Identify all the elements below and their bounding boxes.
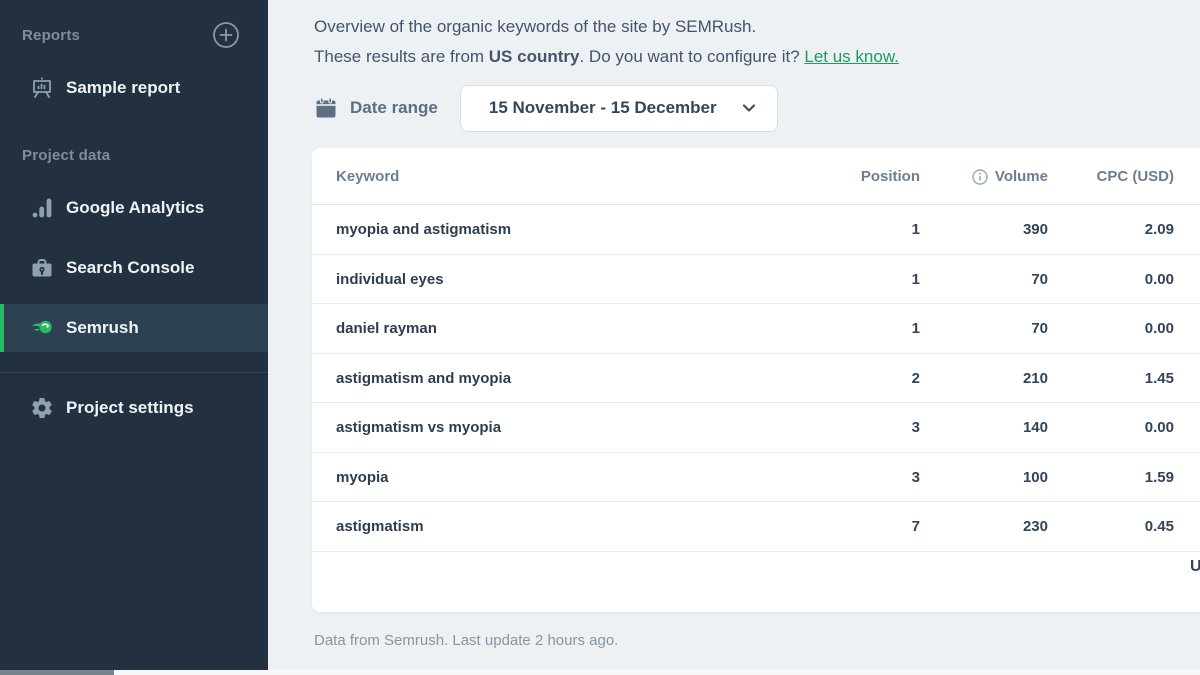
keyword-cell: astigmatism and myopia	[336, 369, 512, 387]
table-row[interactable]: astigmatism vs myopia 3 140 0.00	[312, 403, 1200, 453]
volume-cell: 70	[1031, 270, 1048, 288]
chevron-down-icon	[741, 100, 757, 116]
sidebar: Reports Sample report Project data	[0, 0, 272, 670]
keyword-cell: myopia and astigmatism	[336, 221, 512, 239]
intro-text: Overview of the organic keywords of the …	[314, 12, 899, 72]
position-cell: 3	[911, 419, 920, 437]
sidebar-item-search-console[interactable]: Search Console	[0, 244, 268, 292]
gear-icon	[30, 396, 54, 420]
column-header-volume: Volume	[958, 148, 1048, 205]
table-row[interactable]: daniel rayman 1 70 0.00	[312, 304, 1200, 354]
volume-cell: 210	[1022, 369, 1048, 387]
cpc-cell: 0.00	[1144, 270, 1174, 288]
position-cell: 3	[911, 468, 920, 486]
sidebar-item-label: Sample report	[66, 78, 181, 97]
toolbox-icon	[30, 256, 54, 280]
table-row[interactable]: myopia 3 100 1.59	[312, 453, 1200, 503]
truncated-text[interactable]: U	[1190, 558, 1200, 575]
position-cell: 1	[911, 221, 920, 239]
reports-section-label: Reports	[22, 26, 81, 44]
presentation-board-icon	[30, 76, 54, 100]
keyword-cell: astigmatism vs myopia	[336, 419, 502, 437]
table-row[interactable]: astigmatism and myopia 2 210 1.45	[312, 354, 1200, 404]
main-content: Overview of the organic keywords of the …	[268, 0, 1200, 670]
intro-line2: These results are from US country. Do yo…	[314, 47, 899, 66]
keyword-cell: individual eyes	[336, 270, 444, 288]
let-us-know-link[interactable]: Let us know.	[804, 47, 899, 66]
date-range-value: 15 November - 15 December	[488, 98, 717, 117]
sidebar-item-project-settings[interactable]: Project settings	[0, 384, 268, 432]
column-header-keyword: Keyword	[336, 168, 400, 185]
volume-cell: 100	[1022, 468, 1048, 486]
add-report-button[interactable]	[212, 21, 240, 49]
cpc-cell: 0.00	[1144, 419, 1174, 437]
plus-circle-icon	[213, 22, 239, 48]
info-icon[interactable]	[972, 168, 988, 185]
keyword-cell: daniel rayman	[336, 320, 437, 338]
sidebar-item-label: Google Analytics	[66, 198, 205, 217]
keywords-table-card: Keyword Position Volume CPC (USD) myopia	[312, 148, 1200, 612]
country-text: US country	[488, 47, 580, 66]
date-range-label: Date range	[350, 98, 438, 117]
volume-cell: 140	[1022, 419, 1048, 437]
sidebar-item-sample-report[interactable]: Sample report	[0, 64, 268, 112]
table-row[interactable]: myopia and astigmatism 1 390 2.09	[312, 205, 1200, 255]
table-row[interactable]: astigmatism 7 230 0.45	[312, 502, 1200, 552]
intro-line1: Overview of the organic keywords of the …	[314, 17, 757, 36]
volume-cell: 230	[1022, 518, 1048, 536]
column-header-cpc: CPC (USD)	[1096, 168, 1175, 185]
position-cell: 2	[911, 369, 920, 387]
keyword-cell: astigmatism	[336, 518, 424, 536]
volume-cell: 390	[1022, 221, 1048, 239]
sidebar-item-google-analytics[interactable]: Google Analytics	[0, 184, 268, 232]
cpc-cell: 0.45	[1144, 518, 1174, 536]
table-body: myopia and astigmatism 1 390 2.09 indivi…	[312, 205, 1200, 552]
date-range-row: Date range 15 November - 15 December	[314, 84, 778, 132]
date-range-dropdown[interactable]: 15 November - 15 December	[459, 84, 778, 132]
cpc-cell: 1.59	[1144, 468, 1174, 486]
calendar-icon	[314, 96, 338, 120]
sidebar-item-label: Search Console	[66, 258, 195, 277]
cpc-cell: 1.45	[1144, 369, 1174, 387]
cpc-cell: 0.00	[1144, 320, 1174, 338]
sidebar-item-semrush[interactable]: Semrush	[0, 304, 272, 352]
column-header-position: Position	[860, 168, 920, 185]
position-cell: 1	[911, 320, 920, 338]
table-header-row: Keyword Position Volume CPC (USD)	[312, 148, 1200, 205]
table-row[interactable]: individual eyes 1 70 0.00	[312, 255, 1200, 305]
cpc-cell: 2.09	[1144, 221, 1174, 239]
sidebar-item-label: Semrush	[66, 318, 139, 337]
horizontal-scrollbar-thumb[interactable]	[0, 670, 114, 675]
project-data-section-label: Project data	[22, 146, 111, 164]
position-cell: 7	[911, 518, 920, 536]
sidebar-item-label: Project settings	[66, 398, 194, 417]
volume-cell: 70	[1031, 320, 1048, 338]
semrush-logo-icon	[30, 316, 54, 340]
keyword-cell: myopia	[336, 468, 389, 486]
horizontal-scrollbar-track[interactable]	[0, 670, 1200, 675]
position-cell: 1	[911, 270, 920, 288]
sidebar-divider	[0, 372, 268, 373]
data-source-note: Data from Semrush. Last update 2 hours a…	[314, 632, 619, 649]
reports-section-header: Reports	[0, 20, 268, 50]
google-analytics-icon	[30, 196, 54, 220]
